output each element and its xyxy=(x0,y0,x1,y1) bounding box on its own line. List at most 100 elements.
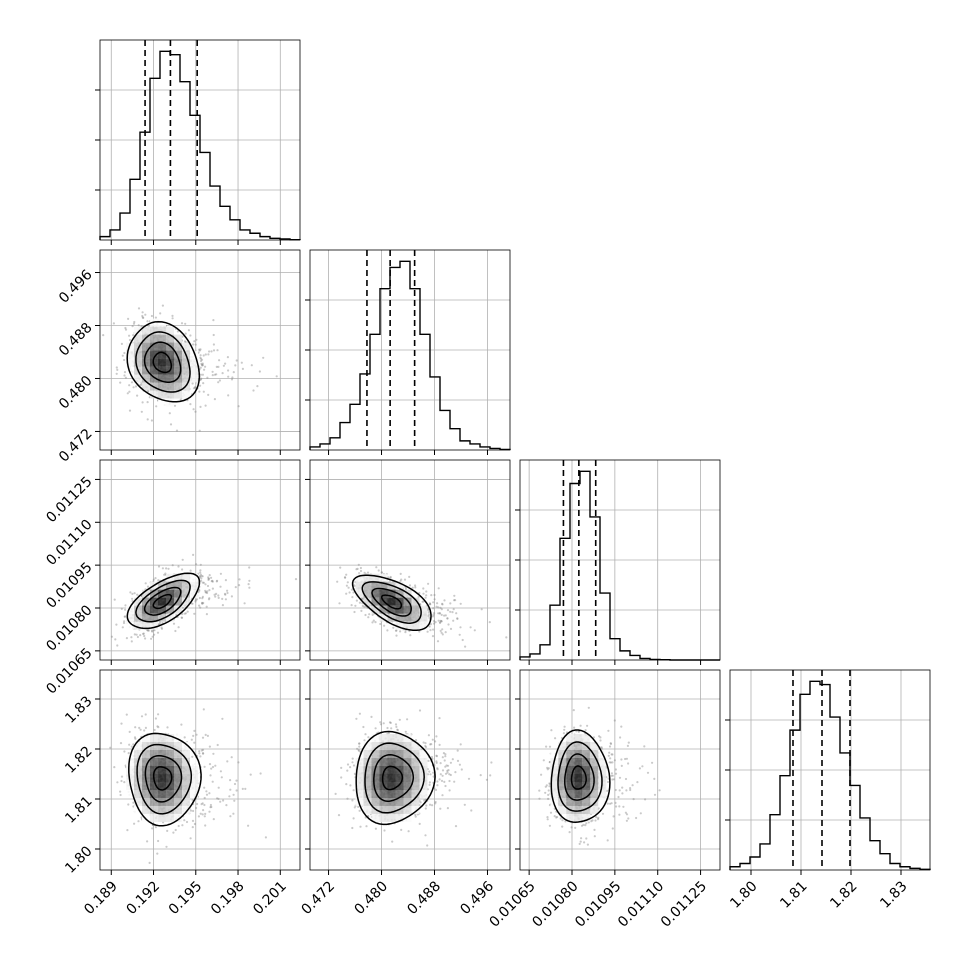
scatter-point xyxy=(139,728,142,731)
scatter-panel-1-0 xyxy=(95,249,301,455)
scatter-point xyxy=(202,809,205,812)
scatter-point xyxy=(422,592,425,595)
scatter-point xyxy=(437,587,440,590)
scatter-point xyxy=(156,725,159,728)
scatter-point xyxy=(175,429,179,432)
scatter-point xyxy=(354,604,357,607)
scatter-point xyxy=(147,629,150,632)
scatter-point xyxy=(262,356,265,359)
scatter-point xyxy=(406,718,409,721)
scatter-point xyxy=(177,565,180,568)
scatter-point xyxy=(128,334,131,337)
scatter-point xyxy=(264,836,267,839)
density-cell xyxy=(142,366,150,375)
scatter-point xyxy=(427,734,430,737)
scatter-point xyxy=(343,576,347,579)
scatter-point xyxy=(231,376,234,379)
scatter-point xyxy=(441,774,444,777)
scatter-point xyxy=(183,340,187,343)
scatter-point xyxy=(351,757,354,760)
scatter-point xyxy=(199,569,202,572)
scatter-point xyxy=(136,593,139,596)
scatter-point xyxy=(220,776,223,779)
scatter-panel-3-1 xyxy=(305,669,511,875)
scatter-point xyxy=(358,742,361,745)
scatter-point xyxy=(441,603,444,606)
scatter-point xyxy=(202,390,205,393)
scatter-point xyxy=(438,778,441,781)
density-cell xyxy=(174,806,182,814)
scatter-point xyxy=(166,726,169,729)
scatter-point xyxy=(382,722,385,725)
density-cell xyxy=(166,382,174,391)
scatter-point xyxy=(336,580,339,583)
scatter-point xyxy=(259,772,262,775)
scatter-point xyxy=(437,619,440,622)
scatter-point xyxy=(119,381,122,384)
scatter-point xyxy=(201,602,204,605)
scatter-point xyxy=(338,602,341,605)
scatter-point xyxy=(353,610,356,614)
scatter-point xyxy=(177,824,180,828)
scatter-point xyxy=(192,343,195,346)
scatter-point xyxy=(441,769,445,772)
scatter-point xyxy=(198,604,201,607)
density-cell xyxy=(387,774,396,782)
scatter-point xyxy=(181,568,184,571)
density-cell xyxy=(363,766,372,774)
scatter-point xyxy=(441,602,444,605)
scatter-point xyxy=(192,387,196,390)
scatter-point xyxy=(160,627,164,630)
hist-panel-3 xyxy=(725,669,931,875)
scatter-point xyxy=(458,763,461,766)
density-cell xyxy=(190,589,198,598)
scatter-point xyxy=(407,830,410,833)
scatter-point xyxy=(346,769,349,772)
density-cell xyxy=(403,758,412,766)
scatter-point xyxy=(124,328,128,331)
scatter-point xyxy=(217,594,220,597)
scatter-point xyxy=(198,575,201,578)
scatter-point xyxy=(358,601,361,604)
scatter-point xyxy=(235,779,238,782)
scatter-point xyxy=(219,770,222,773)
scatter-point xyxy=(141,401,144,404)
scatter-point xyxy=(408,584,412,587)
scatter-point xyxy=(211,587,214,590)
scatter-point xyxy=(233,782,237,786)
density-cell xyxy=(150,334,158,343)
scatter-point xyxy=(431,804,434,807)
scatter-point xyxy=(126,829,129,832)
scatter-point xyxy=(154,316,157,319)
scatter-point xyxy=(202,601,205,605)
scatter-point xyxy=(204,812,207,815)
density-cell xyxy=(174,358,182,367)
scatter-point xyxy=(446,807,449,810)
scatter-point xyxy=(205,793,209,796)
scatter-point xyxy=(345,783,348,786)
scatter-point xyxy=(150,314,153,318)
scatter-point xyxy=(439,619,442,622)
scatter-point xyxy=(201,748,205,751)
scatter-point xyxy=(205,605,208,608)
scatter-point xyxy=(161,304,164,307)
scatter-panel-3-0 xyxy=(95,669,301,875)
scatter-point xyxy=(346,797,349,800)
density-cell xyxy=(142,358,150,367)
scatter-point xyxy=(207,353,210,356)
density-contour xyxy=(143,341,182,383)
scatter-point xyxy=(230,378,234,381)
density-cell xyxy=(142,605,150,614)
density-cell xyxy=(411,605,420,614)
scatter-point xyxy=(439,629,442,632)
scatter-point xyxy=(443,759,446,762)
scatter-point xyxy=(448,779,451,783)
scatter-point xyxy=(132,334,135,337)
scatter-point xyxy=(190,738,193,741)
density-cell xyxy=(174,390,182,399)
scatter-point xyxy=(186,610,189,613)
scatter-point xyxy=(414,813,417,816)
density-cell xyxy=(142,621,150,630)
scatter-point xyxy=(208,810,211,813)
density-cell xyxy=(166,374,174,383)
